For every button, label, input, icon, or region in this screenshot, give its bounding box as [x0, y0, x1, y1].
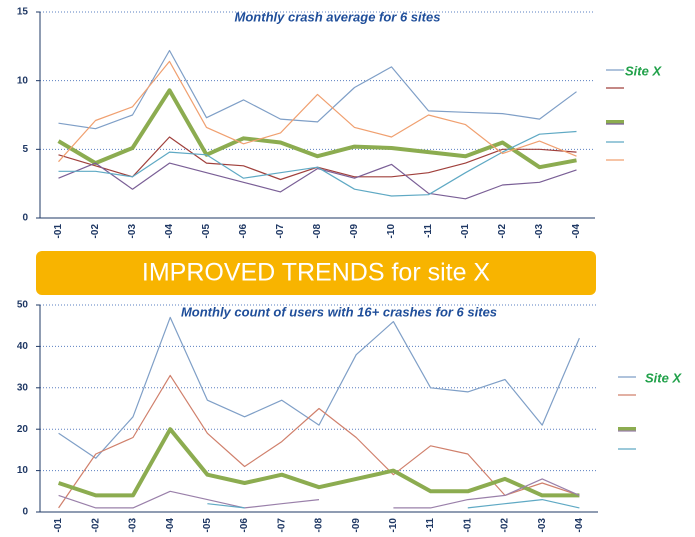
x-tick-label: -01	[53, 518, 64, 533]
y-tick-label: 30	[17, 382, 29, 393]
x-tick-label: -02	[90, 518, 101, 533]
series-line	[58, 60, 577, 163]
series-line	[57, 88, 577, 170]
y-tick-label: 0	[22, 213, 28, 224]
x-tick-label: -09	[349, 224, 360, 239]
x-tick-label: -07	[275, 224, 286, 239]
x-tick-label: -02	[497, 224, 508, 239]
x-tick-label: -01	[462, 518, 473, 533]
y-tick-label: 50	[17, 300, 29, 311]
x-tick-label: -03	[127, 224, 138, 239]
series-line	[207, 499, 580, 509]
x-tick-label: -10	[386, 224, 397, 239]
x-tick-label: -03	[537, 518, 548, 533]
x-tick-label: -03	[128, 518, 139, 533]
x-tick-label: -08	[314, 518, 325, 533]
series-line	[57, 427, 580, 498]
x-tick-label: -06	[238, 224, 249, 239]
series-line	[58, 316, 580, 459]
y-tick-label: 10	[17, 465, 29, 476]
chart-title: Monthly count of users with 16+ crashes …	[181, 304, 497, 319]
x-tick-label: -05	[201, 224, 212, 239]
x-tick-label: -08	[312, 224, 323, 239]
banner	[36, 251, 596, 295]
x-tick-label: -11	[425, 518, 436, 532]
y-tick-label: 0	[22, 507, 28, 518]
legend-label: Site X	[645, 370, 682, 385]
series-line	[58, 162, 577, 200]
series-line	[58, 130, 577, 197]
chart-title: Monthly crash average for 6 sites	[235, 9, 441, 24]
x-tick-label: -09	[351, 518, 362, 533]
y-tick-label: 5	[22, 144, 28, 155]
y-tick-label: 15	[17, 7, 29, 18]
legend-label: Site X	[625, 63, 662, 78]
x-tick-label: -02	[90, 224, 101, 239]
x-tick-label: -01	[53, 224, 64, 239]
x-tick-label: -04	[571, 224, 582, 239]
y-tick-label: 10	[17, 75, 29, 86]
x-tick-label: -01	[460, 224, 471, 239]
series-line	[58, 478, 580, 509]
x-tick-label: -10	[388, 518, 399, 533]
banner-text: IMPROVED TRENDS for site X	[142, 259, 491, 287]
series-line	[58, 49, 577, 130]
y-tick-label: 20	[17, 424, 29, 435]
x-tick-label: -11	[423, 224, 434, 238]
x-tick-label: -06	[239, 518, 250, 533]
y-tick-label: 40	[17, 341, 29, 352]
x-tick-label: -04	[574, 518, 585, 533]
x-tick-label: -02	[500, 518, 511, 533]
x-tick-label: -05	[202, 518, 213, 533]
x-tick-label: -07	[276, 518, 287, 533]
x-tick-label: -03	[534, 224, 545, 239]
x-tick-label: -04	[165, 518, 176, 533]
x-tick-label: -04	[164, 224, 175, 239]
